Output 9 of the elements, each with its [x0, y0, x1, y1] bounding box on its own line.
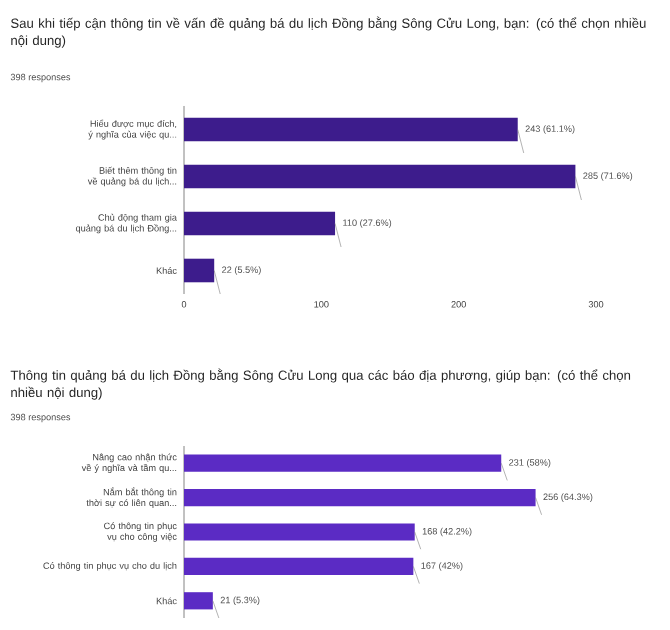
bar: [184, 557, 414, 575]
bar: [184, 454, 502, 472]
bar: [184, 258, 215, 283]
bar: [184, 117, 518, 142]
bar: [184, 164, 576, 189]
bar: [184, 211, 336, 236]
bar: [184, 592, 213, 610]
bar: [184, 489, 536, 507]
bar: [184, 523, 415, 541]
